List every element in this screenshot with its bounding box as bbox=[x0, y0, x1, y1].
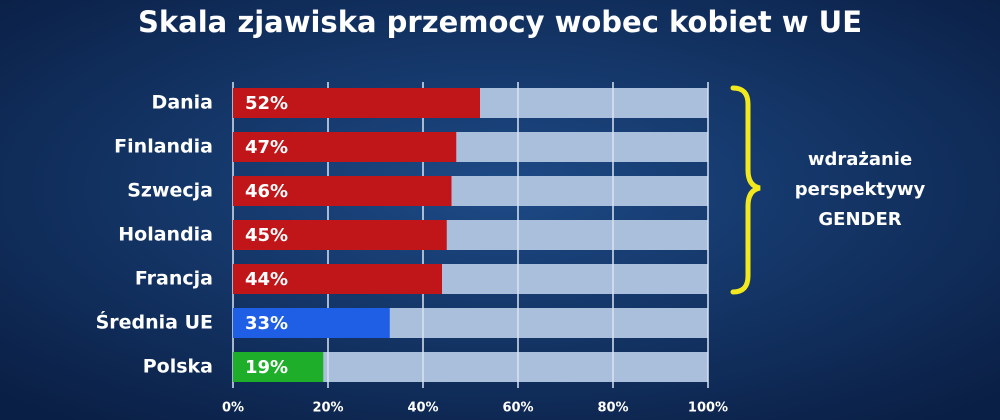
data-label: 47% bbox=[245, 137, 288, 158]
annotation: perspektywy bbox=[795, 179, 926, 200]
bar bbox=[233, 308, 390, 338]
y-tick-label: Holandia bbox=[118, 224, 213, 246]
x-tick-label: 100% bbox=[688, 401, 728, 416]
bar bbox=[233, 352, 324, 382]
x-tick-label: 40% bbox=[407, 401, 438, 416]
annotation: wdrażanie bbox=[808, 149, 912, 170]
annotation: GENDER bbox=[818, 209, 901, 230]
data-label: 45% bbox=[245, 225, 288, 246]
chart-title: Skala zjawiska przemocy wobec kobiet w U… bbox=[138, 5, 862, 39]
y-tick-label: Finlandia bbox=[114, 136, 213, 158]
data-label: 44% bbox=[245, 269, 288, 290]
x-tick-label: 80% bbox=[597, 401, 628, 416]
x-tick-label: 20% bbox=[312, 401, 343, 416]
brace bbox=[730, 85, 761, 295]
data-label: 19% bbox=[245, 357, 288, 378]
y-tick-label: Francja bbox=[135, 268, 213, 290]
x-tick-label: 0% bbox=[222, 401, 244, 416]
data-label: 52% bbox=[245, 93, 288, 114]
bar bbox=[233, 220, 447, 250]
bar bbox=[233, 88, 480, 118]
data-label: 46% bbox=[245, 181, 288, 202]
y-tick-label: Średnia UE bbox=[96, 310, 213, 334]
data-label: 33% bbox=[245, 313, 288, 334]
y-tick-label: Polska bbox=[143, 356, 213, 378]
bar bbox=[233, 264, 442, 294]
y-tick-label: Szwecja bbox=[127, 180, 213, 202]
x-tick-label: 60% bbox=[502, 401, 533, 416]
bar bbox=[233, 132, 457, 162]
y-tick-label: Dania bbox=[152, 92, 213, 114]
bar bbox=[233, 176, 452, 206]
